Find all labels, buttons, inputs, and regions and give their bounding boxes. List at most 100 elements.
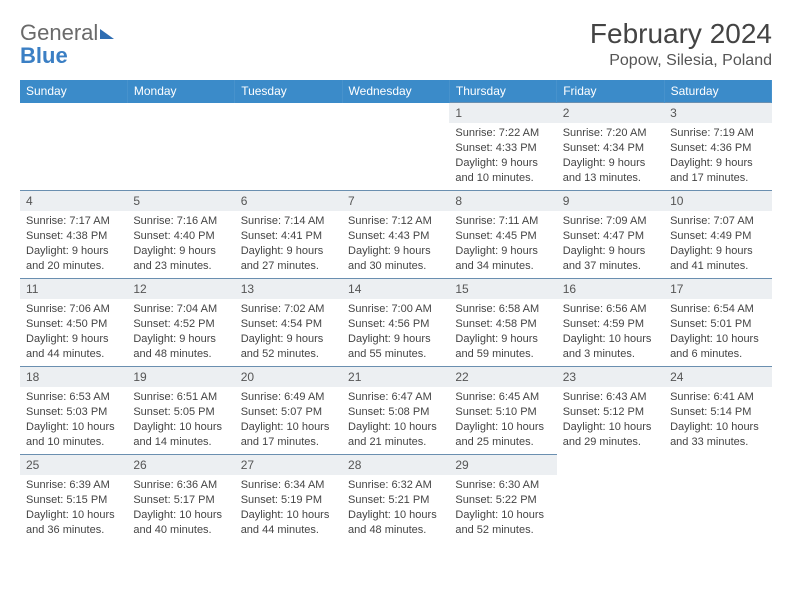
calendar-day-cell: 20Sunrise: 6:49 AMSunset: 5:07 PMDayligh… bbox=[235, 367, 342, 455]
page-title: February 2024 bbox=[590, 18, 772, 50]
sunset-line: Sunset: 4:54 PM bbox=[241, 317, 336, 332]
calendar-day-cell: 19Sunrise: 6:51 AMSunset: 5:05 PMDayligh… bbox=[127, 367, 234, 455]
day-body: Sunrise: 7:12 AMSunset: 4:43 PMDaylight:… bbox=[342, 211, 449, 277]
calendar-week-row: 18Sunrise: 6:53 AMSunset: 5:03 PMDayligh… bbox=[20, 367, 772, 455]
day-body: Sunrise: 7:22 AMSunset: 4:33 PMDaylight:… bbox=[449, 123, 556, 189]
logo-text-2: Blue bbox=[20, 43, 68, 68]
daylight-line: Daylight: 9 hours and 37 minutes. bbox=[563, 244, 658, 274]
sunset-line: Sunset: 5:07 PM bbox=[241, 405, 336, 420]
calendar-day-cell bbox=[127, 103, 234, 191]
calendar-day-cell: 28Sunrise: 6:32 AMSunset: 5:21 PMDayligh… bbox=[342, 455, 449, 543]
daylight-line: Daylight: 10 hours and 29 minutes. bbox=[563, 420, 658, 450]
calendar-day-cell: 8Sunrise: 7:11 AMSunset: 4:45 PMDaylight… bbox=[449, 191, 556, 279]
day-body: Sunrise: 6:30 AMSunset: 5:22 PMDaylight:… bbox=[449, 475, 556, 541]
daylight-line: Daylight: 10 hours and 52 minutes. bbox=[455, 508, 550, 538]
calendar-table: Sunday Monday Tuesday Wednesday Thursday… bbox=[20, 80, 772, 543]
calendar-day-cell: 24Sunrise: 6:41 AMSunset: 5:14 PMDayligh… bbox=[664, 367, 771, 455]
sunset-line: Sunset: 5:12 PM bbox=[563, 405, 658, 420]
sunset-line: Sunset: 4:41 PM bbox=[241, 229, 336, 244]
calendar-day-cell: 14Sunrise: 7:00 AMSunset: 4:56 PMDayligh… bbox=[342, 279, 449, 367]
sunset-line: Sunset: 5:22 PM bbox=[455, 493, 550, 508]
sunset-line: Sunset: 4:38 PM bbox=[26, 229, 121, 244]
day-number: 18 bbox=[20, 367, 127, 387]
calendar-day-cell: 7Sunrise: 7:12 AMSunset: 4:43 PMDaylight… bbox=[342, 191, 449, 279]
sunset-line: Sunset: 5:17 PM bbox=[133, 493, 228, 508]
calendar-week-row: 25Sunrise: 6:39 AMSunset: 5:15 PMDayligh… bbox=[20, 455, 772, 543]
day-body: Sunrise: 6:56 AMSunset: 4:59 PMDaylight:… bbox=[557, 299, 664, 365]
day-body: Sunrise: 7:14 AMSunset: 4:41 PMDaylight:… bbox=[235, 211, 342, 277]
day-number: 14 bbox=[342, 279, 449, 299]
day-number: 3 bbox=[664, 103, 771, 123]
title-block: February 2024 Popow, Silesia, Poland bbox=[590, 18, 772, 70]
day-number: 17 bbox=[664, 279, 771, 299]
day-number: 12 bbox=[127, 279, 234, 299]
sunrise-line: Sunrise: 6:51 AM bbox=[133, 390, 228, 405]
sunrise-line: Sunrise: 7:22 AM bbox=[455, 126, 550, 141]
day-number: 5 bbox=[127, 191, 234, 211]
calendar-week-row: 4Sunrise: 7:17 AMSunset: 4:38 PMDaylight… bbox=[20, 191, 772, 279]
sunrise-line: Sunrise: 6:32 AM bbox=[348, 478, 443, 493]
daylight-line: Daylight: 9 hours and 10 minutes. bbox=[455, 156, 550, 186]
sunrise-line: Sunrise: 6:41 AM bbox=[670, 390, 765, 405]
sunset-line: Sunset: 5:21 PM bbox=[348, 493, 443, 508]
sunrise-line: Sunrise: 6:30 AM bbox=[455, 478, 550, 493]
sunrise-line: Sunrise: 7:14 AM bbox=[241, 214, 336, 229]
daylight-line: Daylight: 10 hours and 14 minutes. bbox=[133, 420, 228, 450]
daylight-line: Daylight: 10 hours and 6 minutes. bbox=[670, 332, 765, 362]
day-body: Sunrise: 6:47 AMSunset: 5:08 PMDaylight:… bbox=[342, 387, 449, 453]
daylight-line: Daylight: 9 hours and 20 minutes. bbox=[26, 244, 121, 274]
sunset-line: Sunset: 5:15 PM bbox=[26, 493, 121, 508]
day-body: Sunrise: 7:19 AMSunset: 4:36 PMDaylight:… bbox=[664, 123, 771, 189]
calendar-day-cell: 11Sunrise: 7:06 AMSunset: 4:50 PMDayligh… bbox=[20, 279, 127, 367]
calendar-day-cell: 27Sunrise: 6:34 AMSunset: 5:19 PMDayligh… bbox=[235, 455, 342, 543]
day-body: Sunrise: 7:09 AMSunset: 4:47 PMDaylight:… bbox=[557, 211, 664, 277]
day-number: 4 bbox=[20, 191, 127, 211]
day-number: 15 bbox=[449, 279, 556, 299]
day-body: Sunrise: 7:06 AMSunset: 4:50 PMDaylight:… bbox=[20, 299, 127, 365]
calendar-day-cell: 9Sunrise: 7:09 AMSunset: 4:47 PMDaylight… bbox=[557, 191, 664, 279]
day-body: Sunrise: 7:02 AMSunset: 4:54 PMDaylight:… bbox=[235, 299, 342, 365]
calendar-day-cell bbox=[557, 455, 664, 543]
sunrise-line: Sunrise: 6:45 AM bbox=[455, 390, 550, 405]
sunset-line: Sunset: 4:49 PM bbox=[670, 229, 765, 244]
sunrise-line: Sunrise: 7:09 AM bbox=[563, 214, 658, 229]
calendar-day-cell: 10Sunrise: 7:07 AMSunset: 4:49 PMDayligh… bbox=[664, 191, 771, 279]
daylight-line: Daylight: 10 hours and 3 minutes. bbox=[563, 332, 658, 362]
sunrise-line: Sunrise: 7:20 AM bbox=[563, 126, 658, 141]
daylight-line: Daylight: 10 hours and 48 minutes. bbox=[348, 508, 443, 538]
day-number: 23 bbox=[557, 367, 664, 387]
daylight-line: Daylight: 9 hours and 59 minutes. bbox=[455, 332, 550, 362]
weekday-header: Wednesday bbox=[342, 80, 449, 103]
daylight-line: Daylight: 9 hours and 27 minutes. bbox=[241, 244, 336, 274]
calendar-day-cell: 6Sunrise: 7:14 AMSunset: 4:41 PMDaylight… bbox=[235, 191, 342, 279]
day-number: 20 bbox=[235, 367, 342, 387]
day-body: Sunrise: 6:58 AMSunset: 4:58 PMDaylight:… bbox=[449, 299, 556, 365]
daylight-line: Daylight: 10 hours and 44 minutes. bbox=[241, 508, 336, 538]
sunset-line: Sunset: 4:34 PM bbox=[563, 141, 658, 156]
calendar-day-cell: 2Sunrise: 7:20 AMSunset: 4:34 PMDaylight… bbox=[557, 103, 664, 191]
weekday-header: Thursday bbox=[449, 80, 556, 103]
calendar-day-cell: 1Sunrise: 7:22 AMSunset: 4:33 PMDaylight… bbox=[449, 103, 556, 191]
sunrise-line: Sunrise: 6:54 AM bbox=[670, 302, 765, 317]
daylight-line: Daylight: 9 hours and 44 minutes. bbox=[26, 332, 121, 362]
day-body: Sunrise: 7:16 AMSunset: 4:40 PMDaylight:… bbox=[127, 211, 234, 277]
logo-triangle-icon bbox=[100, 29, 114, 39]
calendar-day-cell: 3Sunrise: 7:19 AMSunset: 4:36 PMDaylight… bbox=[664, 103, 771, 191]
calendar-day-cell: 29Sunrise: 6:30 AMSunset: 5:22 PMDayligh… bbox=[449, 455, 556, 543]
daylight-line: Daylight: 9 hours and 23 minutes. bbox=[133, 244, 228, 274]
sunset-line: Sunset: 4:58 PM bbox=[455, 317, 550, 332]
sunrise-line: Sunrise: 6:39 AM bbox=[26, 478, 121, 493]
daylight-line: Daylight: 9 hours and 34 minutes. bbox=[455, 244, 550, 274]
sunset-line: Sunset: 5:03 PM bbox=[26, 405, 121, 420]
daylight-line: Daylight: 10 hours and 36 minutes. bbox=[26, 508, 121, 538]
sunrise-line: Sunrise: 7:11 AM bbox=[455, 214, 550, 229]
sunrise-line: Sunrise: 7:04 AM bbox=[133, 302, 228, 317]
logo: General Blue bbox=[20, 22, 114, 67]
day-number: 8 bbox=[449, 191, 556, 211]
day-number: 11 bbox=[20, 279, 127, 299]
day-number: 25 bbox=[20, 455, 127, 475]
calendar-day-cell: 26Sunrise: 6:36 AMSunset: 5:17 PMDayligh… bbox=[127, 455, 234, 543]
calendar-week-row: 1Sunrise: 7:22 AMSunset: 4:33 PMDaylight… bbox=[20, 103, 772, 191]
sunrise-line: Sunrise: 7:19 AM bbox=[670, 126, 765, 141]
day-number: 29 bbox=[449, 455, 556, 475]
